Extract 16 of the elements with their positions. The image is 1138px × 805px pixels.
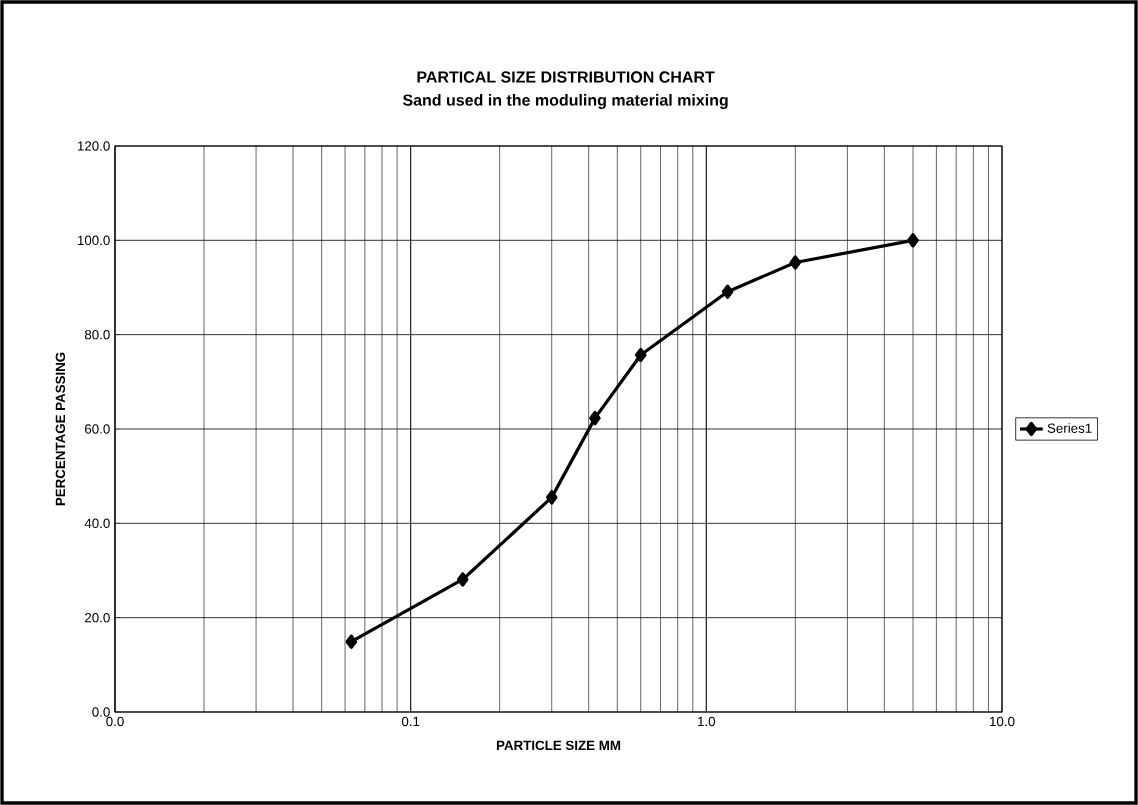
legend-label: Series1 <box>1047 423 1092 433</box>
x-tick-label: 10.0 <box>990 716 1015 727</box>
y-tick-label: 40.0 <box>84 518 110 529</box>
y-tick-label: 80.0 <box>84 329 110 340</box>
x-tick-label: 0.1 <box>401 716 420 727</box>
x-axis-title: PARTICLE SIZE MM <box>496 740 621 751</box>
y-tick-label: 120.0 <box>77 141 110 151</box>
chart-title: PARTICAL SIZE DISTRIBUTION CHART <box>417 71 715 83</box>
x-tick-label: 0.0 <box>106 716 124 727</box>
y-tick-label: 100.0 <box>77 235 110 246</box>
chart-subtitle: Sand used in the moduling material mixing <box>402 94 728 110</box>
y-tick-label: 0.0 <box>92 707 110 717</box>
y-axis-title: PERCENTAGE PASSING <box>55 352 66 506</box>
y-tick-label: 20.0 <box>85 612 110 623</box>
y-tick-label: 60.0 <box>85 424 110 434</box>
x-tick-label: 1.0 <box>698 716 716 727</box>
